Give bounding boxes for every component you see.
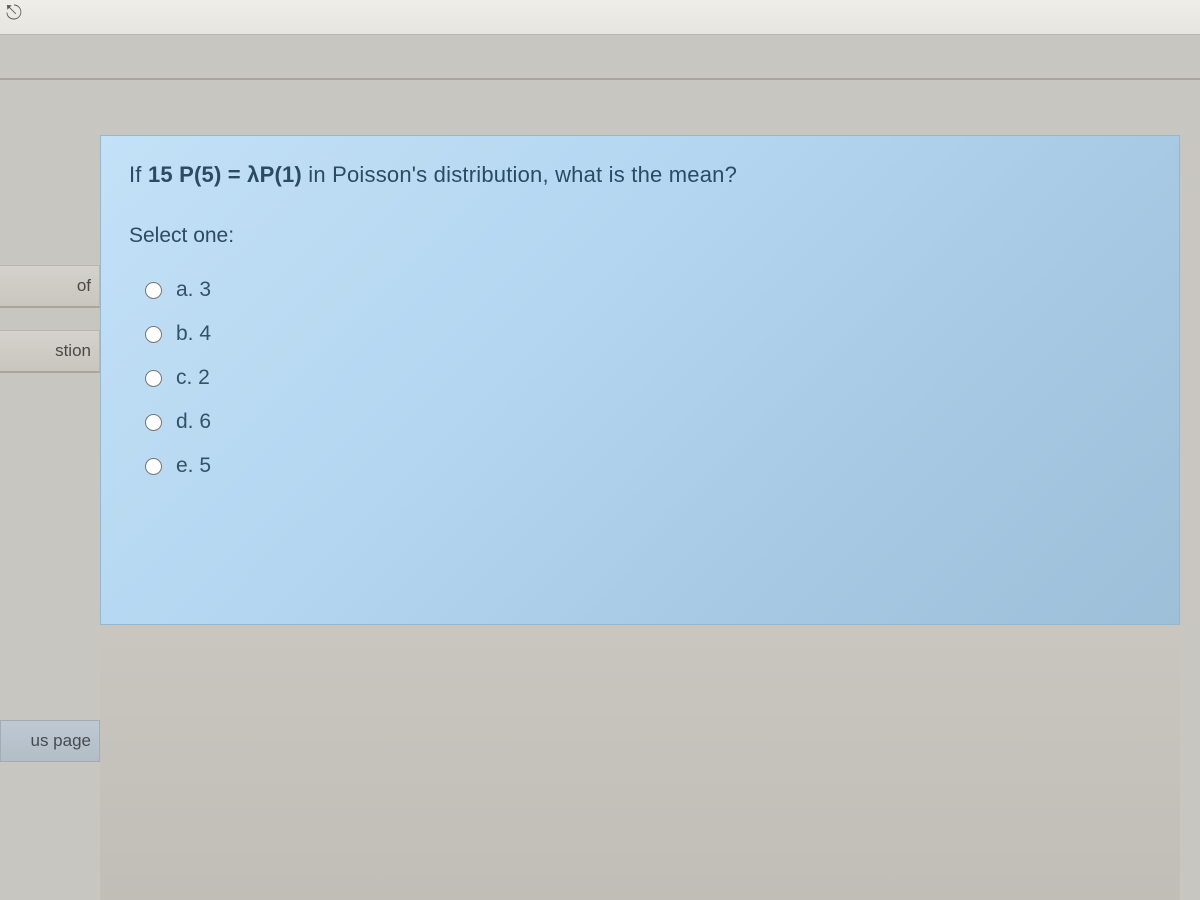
answer-label-b[interactable]: b. 4: [176, 322, 211, 346]
answer-radio-e[interactable]: [145, 458, 162, 475]
question-suffix: in Poisson's distribution, what is the m…: [302, 162, 737, 187]
below-question-area: [100, 625, 1180, 900]
question-prefix: If: [129, 162, 148, 187]
question-equation: 15 P(5) = λP(1): [148, 162, 302, 187]
answer-label-e[interactable]: e. 5: [176, 454, 211, 478]
sidebar-flag-fragment[interactable]: stion: [0, 330, 100, 373]
horizontal-divider: [0, 78, 1200, 80]
top-toolbar: ⎋: [0, 0, 1200, 35]
answer-label-d[interactable]: d. 6: [176, 410, 211, 434]
answer-radio-b[interactable]: [145, 326, 162, 343]
select-one-prompt: Select one:: [129, 224, 1151, 248]
previous-page-button[interactable]: us page: [0, 720, 100, 762]
question-text: If 15 P(5) = λP(1) in Poisson's distribu…: [129, 162, 1151, 188]
answer-list: a. 3 b. 4 c. 2 d. 6 e. 5: [129, 268, 1151, 488]
answer-radio-c[interactable]: [145, 370, 162, 387]
answer-option[interactable]: c. 2: [141, 356, 1151, 400]
answer-option[interactable]: d. 6: [141, 400, 1151, 444]
answer-option[interactable]: b. 4: [141, 312, 1151, 356]
question-content-panel: If 15 P(5) = λP(1) in Poisson's distribu…: [100, 135, 1180, 625]
sidebar-answered-fragment: of: [0, 265, 100, 308]
toolbar-icon: ⎋: [6, 2, 22, 25]
answer-option[interactable]: a. 3: [141, 268, 1151, 312]
answer-label-c[interactable]: c. 2: [176, 366, 210, 390]
answer-label-a[interactable]: a. 3: [176, 278, 211, 302]
answer-option[interactable]: e. 5: [141, 444, 1151, 488]
answer-radio-a[interactable]: [145, 282, 162, 299]
question-info-sidebar: of stion: [0, 135, 100, 373]
answer-radio-d[interactable]: [145, 414, 162, 431]
